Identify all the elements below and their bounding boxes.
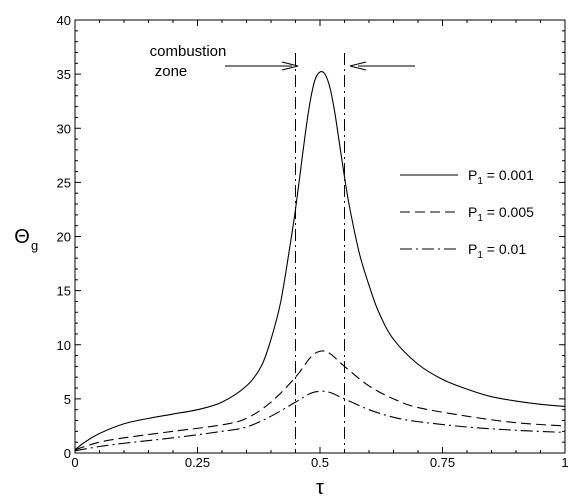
legend-label: P1 = 0.01 (468, 241, 526, 261)
x-tick-label: 0.75 (430, 455, 455, 470)
right-arrow-head (349, 61, 367, 71)
combustion-zone-lines (295, 53, 345, 453)
axis-ticks (74, 19, 566, 454)
y-tick-label: 30 (57, 121, 71, 136)
y-axis-title: Θ g (14, 226, 38, 253)
y-tick-label: 0 (64, 446, 71, 461)
y-tick-label: 15 (57, 284, 71, 299)
y-tick-label: 25 (57, 175, 71, 190)
left-arrow-head (281, 61, 299, 71)
x-tick-labels: 0 0.25 0.5 0.75 1 (71, 455, 568, 470)
y-tick-label: 35 (57, 67, 71, 82)
y-tick-label: 20 (57, 230, 71, 245)
annotation-line1: combustion (150, 43, 227, 60)
series-line (74, 390, 566, 452)
x-tick-label: 1 (561, 455, 568, 470)
annotation-line2: zone (155, 63, 188, 80)
legend-label: P1 = 0.001 (468, 167, 534, 187)
combustion-zone-annotation: combustion zone (150, 43, 415, 80)
y-axis-title-main: Θ (14, 226, 30, 248)
y-tick-label: 40 (57, 13, 71, 28)
x-axis-title: τ (316, 477, 324, 499)
series-line (74, 350, 566, 451)
y-tick-labels: 0 5 10 15 20 25 30 35 40 (57, 13, 71, 461)
x-tick-label: 0.25 (185, 455, 210, 470)
x-tick-label: 0 (71, 455, 78, 470)
legend: P1 = 0.001 P1 = 0.005 P1 = 0.01 (400, 167, 534, 261)
y-tick-label: 5 (64, 392, 71, 407)
plot-frame (74, 19, 566, 454)
series-line (74, 71, 566, 451)
x-tick-label: 0.5 (311, 455, 329, 470)
series-lines (74, 71, 566, 452)
y-axis-title-sub: g (31, 238, 38, 253)
y-tick-label: 10 (57, 338, 71, 353)
legend-label: P1 = 0.005 (468, 204, 534, 224)
